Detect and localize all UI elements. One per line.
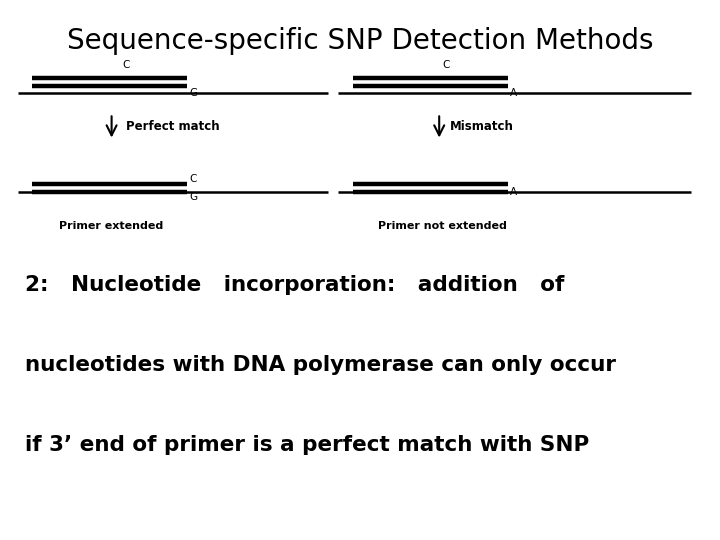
Text: nucleotides with DNA polymerase can only occur: nucleotides with DNA polymerase can only…	[25, 355, 616, 375]
Text: A: A	[510, 187, 517, 197]
Text: C: C	[443, 60, 450, 70]
Text: if 3’ end of primer is a perfect match with SNP: if 3’ end of primer is a perfect match w…	[25, 435, 590, 455]
Text: Sequence-specific SNP Detection Methods: Sequence-specific SNP Detection Methods	[67, 27, 653, 55]
Text: Primer not extended: Primer not extended	[379, 221, 507, 232]
Text: Perfect match: Perfect match	[126, 120, 220, 133]
Text: G: G	[189, 88, 197, 98]
Text: Mismatch: Mismatch	[450, 120, 514, 133]
Text: C: C	[122, 60, 130, 70]
Text: A: A	[510, 88, 517, 98]
Text: G: G	[189, 192, 197, 202]
Text: 2:   Nucleotide   incorporation:   addition   of: 2: Nucleotide incorporation: addition of	[25, 275, 564, 295]
Text: C: C	[189, 173, 197, 184]
Text: Primer extended: Primer extended	[60, 221, 163, 232]
